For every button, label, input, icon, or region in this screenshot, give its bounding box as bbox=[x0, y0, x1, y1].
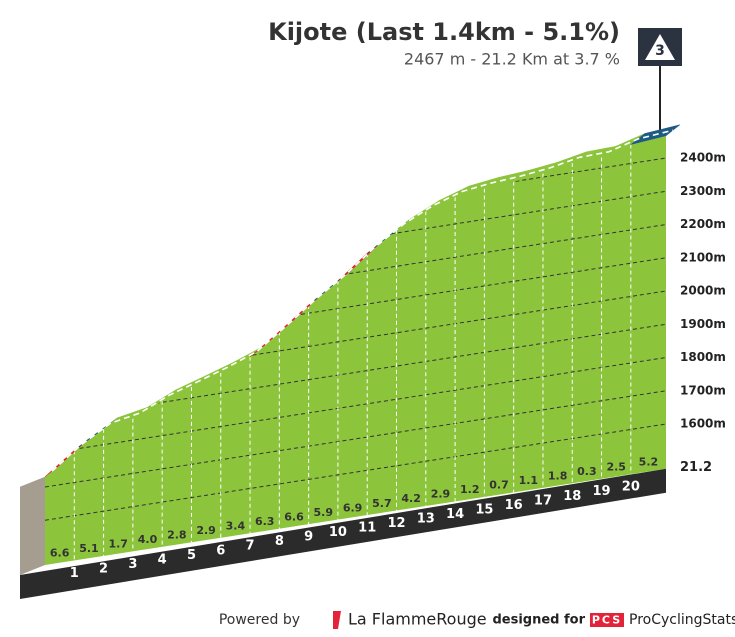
km-label: 6 bbox=[216, 543, 225, 558]
distance-end-label: 21.2 bbox=[680, 460, 712, 475]
gradient-label: 3.4 bbox=[226, 519, 246, 532]
km-label: 3 bbox=[128, 557, 137, 572]
elevation-line bbox=[51, 129, 674, 472]
y-tick-label: 2200m bbox=[680, 217, 726, 231]
y-tick-label: 1600m bbox=[680, 417, 726, 431]
designed-for: designed for bbox=[492, 613, 585, 628]
gradient-label: 1.8 bbox=[548, 470, 568, 483]
y-tick-label: 2400m bbox=[680, 151, 726, 165]
y-tick-label: 2000m bbox=[680, 284, 726, 298]
km-label: 18 bbox=[563, 489, 581, 504]
site-name: ProCyclingStats bbox=[629, 612, 735, 628]
km-label: 15 bbox=[475, 502, 493, 517]
km-label: 5 bbox=[187, 548, 196, 563]
km-label: 4 bbox=[158, 552, 167, 567]
km-label: 9 bbox=[304, 530, 313, 545]
gradient-label: 6.6 bbox=[50, 547, 70, 560]
gradient-label: 5.2 bbox=[639, 455, 659, 468]
km-label: 10 bbox=[329, 525, 347, 540]
base-strip bbox=[20, 468, 666, 599]
gradient-label: 5.9 bbox=[314, 506, 334, 519]
gradient-label: 5.7 bbox=[372, 497, 392, 510]
powered-by: Powered by bbox=[219, 612, 300, 628]
chart-subtitle: 2467 m - 21.2 Km at 3.7 % bbox=[404, 50, 620, 69]
km-label: 8 bbox=[275, 534, 284, 549]
brand-logo bbox=[333, 611, 341, 629]
km-label: 19 bbox=[593, 484, 611, 499]
pcs-text: PCS bbox=[592, 614, 622, 627]
y-tick-label: 1800m bbox=[680, 350, 726, 364]
chart-title: Kijote (Last 1.4km - 5.1%) bbox=[268, 18, 620, 46]
gradient-label: 5.1 bbox=[79, 542, 99, 555]
km-label: 14 bbox=[446, 507, 464, 522]
gradient-label: 2.5 bbox=[606, 460, 626, 473]
km-label: 1 bbox=[70, 566, 79, 581]
km-label: 12 bbox=[387, 516, 405, 531]
badge-triangle bbox=[645, 34, 675, 60]
left-face bbox=[20, 476, 45, 575]
gradient-label: 6.3 bbox=[255, 515, 275, 528]
y-tick-label: 1700m bbox=[680, 383, 726, 397]
gradient-label: 6.9 bbox=[343, 501, 363, 514]
y-tick-label: 2100m bbox=[680, 250, 726, 264]
pcs-logo bbox=[590, 613, 624, 627]
gradient-label: 4.2 bbox=[401, 492, 421, 505]
gradient-label: 6.6 bbox=[284, 510, 304, 523]
gradient-label: 1.7 bbox=[108, 538, 128, 551]
km-label: 20 bbox=[622, 480, 640, 495]
brand: La FlammeRouge bbox=[348, 610, 487, 629]
gradient-label: 2.9 bbox=[431, 488, 451, 501]
km-label: 11 bbox=[358, 521, 376, 536]
profile-body bbox=[45, 135, 666, 565]
gradient-label: 2.9 bbox=[196, 524, 216, 537]
gradient-label: 1.2 bbox=[460, 483, 480, 496]
km-label: 2 bbox=[99, 561, 108, 576]
gradient-label: 1.1 bbox=[519, 474, 539, 487]
km-label: 17 bbox=[534, 493, 552, 508]
km-label: 16 bbox=[505, 498, 523, 513]
gradient-label: 0.3 bbox=[577, 465, 597, 478]
gradient-label: 2.8 bbox=[167, 529, 187, 542]
y-tick-label: 2300m bbox=[680, 184, 726, 198]
gradient-label: 4.0 bbox=[138, 533, 158, 546]
gradient-label: 0.7 bbox=[489, 479, 509, 492]
category-label: 3 bbox=[655, 43, 665, 59]
km-label: 7 bbox=[246, 539, 255, 554]
y-tick-label: 1900m bbox=[680, 317, 726, 331]
km-label: 13 bbox=[417, 511, 435, 526]
